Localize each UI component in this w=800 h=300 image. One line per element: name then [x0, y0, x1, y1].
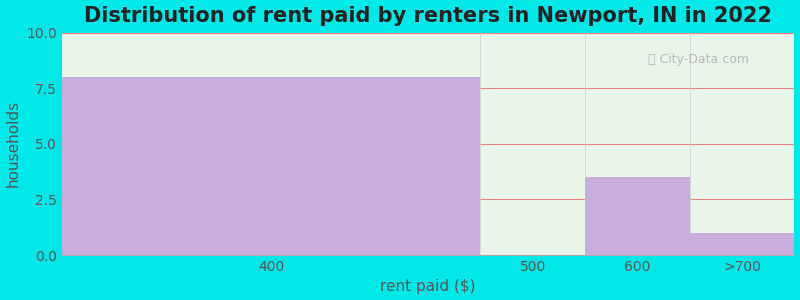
- Bar: [585, 177, 690, 255]
- Text: ⓘ City-Data.com: ⓘ City-Data.com: [648, 53, 749, 66]
- Y-axis label: households: households: [6, 100, 21, 188]
- X-axis label: rent paid ($): rent paid ($): [380, 279, 476, 294]
- Bar: [62, 77, 481, 255]
- Bar: [690, 233, 794, 255]
- Title: Distribution of rent paid by renters in Newport, IN in 2022: Distribution of rent paid by renters in …: [84, 6, 772, 26]
